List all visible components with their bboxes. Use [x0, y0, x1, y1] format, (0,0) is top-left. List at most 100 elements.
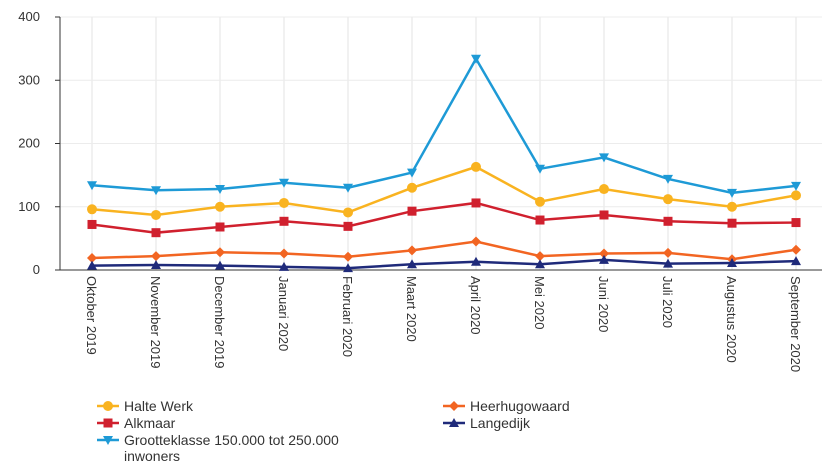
marker — [87, 260, 97, 270]
marker — [215, 260, 225, 270]
legend-symbol — [97, 401, 119, 411]
series-line — [91, 258, 797, 270]
marker — [279, 261, 289, 271]
marker — [151, 228, 161, 238]
marker — [791, 190, 801, 201]
y-tick-label: 0 — [33, 262, 40, 277]
marker — [87, 181, 97, 191]
x-tick-label: December 2019 — [212, 276, 227, 369]
legend-item: Alkmaar — [96, 415, 442, 431]
marker — [535, 215, 545, 225]
y-tick-label: 100 — [18, 199, 40, 214]
marker — [151, 186, 161, 196]
x-tick-label: November 2019 — [148, 276, 163, 369]
legend-label: Alkmaar — [124, 415, 176, 431]
marker — [151, 209, 161, 220]
legend-symbol — [97, 436, 119, 445]
x-tick-label: September 2020 — [788, 276, 803, 372]
legend-label: Heerhugowaard — [470, 398, 570, 414]
marker — [727, 188, 737, 198]
marker — [343, 207, 353, 218]
marker — [663, 174, 673, 184]
marker — [727, 258, 737, 268]
marker — [535, 251, 545, 262]
marker — [151, 251, 161, 262]
marker — [663, 194, 673, 205]
legend-label: Langedijk — [470, 415, 530, 431]
marker — [663, 216, 673, 226]
marker — [215, 247, 225, 258]
marker — [449, 401, 459, 411]
series-line — [91, 201, 797, 234]
marker — [407, 206, 417, 216]
legend-symbol — [97, 418, 119, 428]
marker — [471, 236, 481, 247]
marker — [663, 247, 673, 258]
x-tick-label: Oktober 2019 — [84, 276, 99, 355]
marker — [599, 153, 609, 163]
marker — [87, 252, 97, 263]
marker — [407, 168, 417, 178]
marker — [215, 222, 225, 232]
x-tick-label: Juli 2020 — [660, 276, 675, 328]
legend-item: Halte Werk — [96, 398, 442, 414]
x-tick-label: Augustus 2020 — [724, 276, 739, 363]
marker — [407, 245, 417, 256]
marker — [343, 183, 353, 193]
legend: Halte Werk Heerhugowaard Alkmaar Langedijk G… — [96, 398, 796, 464]
y-tick-label: 400 — [18, 9, 40, 24]
marker — [279, 197, 289, 208]
legend-label: Halte Werk — [124, 398, 193, 414]
legend-item: Grootteklasse 150.000 tot 250.000 inwone… — [96, 432, 442, 464]
marker — [343, 263, 353, 273]
marker — [215, 201, 225, 212]
series-line — [91, 240, 797, 261]
marker — [599, 254, 609, 264]
y-tick-label: 300 — [18, 72, 40, 87]
legend-symbol — [443, 418, 465, 427]
x-tick-label: Januari 2020 — [276, 276, 291, 351]
marker — [535, 259, 545, 269]
marker — [599, 184, 609, 195]
legend-item: Langedijk — [442, 415, 742, 431]
marker — [87, 219, 97, 229]
marker — [103, 418, 113, 428]
marker — [407, 182, 417, 193]
x-tick-label: April 2020 — [468, 276, 483, 335]
legend-item: Heerhugowaard — [442, 398, 742, 414]
x-tick-label: Maart 2020 — [404, 276, 419, 342]
x-tick-label: Mei 2020 — [532, 276, 547, 329]
marker — [599, 248, 609, 259]
marker — [279, 248, 289, 259]
marker — [727, 201, 737, 212]
legend-symbol — [443, 401, 465, 411]
marker — [471, 256, 481, 266]
marker — [727, 218, 737, 228]
series-line — [91, 56, 797, 195]
chart: Oktober 2019 November 2019 December 2019 Ja… — [18, 9, 822, 372]
marker — [791, 256, 801, 266]
x-tick-label: Februari 2020 — [340, 276, 355, 357]
marker — [279, 216, 289, 226]
marker — [535, 164, 545, 174]
marker — [535, 196, 545, 207]
marker — [343, 221, 353, 231]
series-line — [91, 165, 797, 217]
marker — [791, 218, 801, 228]
marker — [279, 178, 289, 188]
marker — [103, 436, 113, 445]
marker — [407, 259, 417, 269]
marker — [791, 181, 801, 191]
y-tick-label: 200 — [18, 136, 40, 151]
marker — [215, 185, 225, 195]
legend-label: Grootteklasse 150.000 tot 250.000 inwone… — [124, 432, 339, 464]
marker — [599, 210, 609, 220]
marker — [471, 54, 481, 64]
marker — [791, 244, 801, 255]
marker — [103, 401, 113, 411]
marker — [343, 251, 353, 262]
marker — [471, 198, 481, 208]
x-tick-label: Juni 2020 — [596, 276, 611, 332]
marker — [663, 258, 673, 268]
marker — [449, 418, 459, 427]
